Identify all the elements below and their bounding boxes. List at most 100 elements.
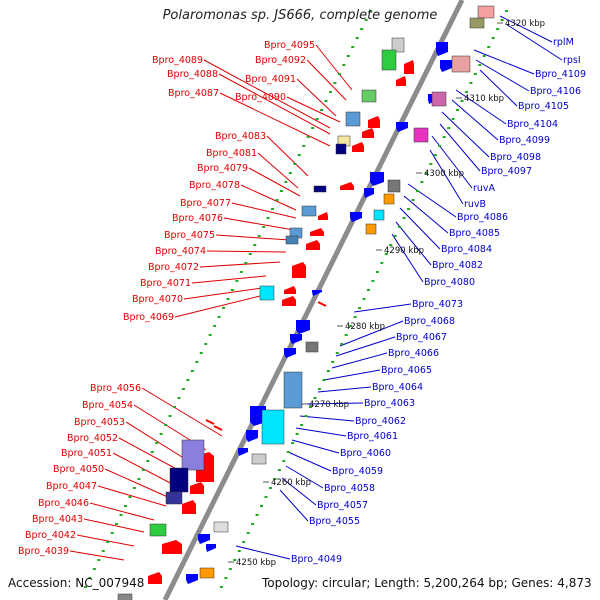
gene-box[interactable]: [373, 209, 385, 221]
gene-arrow[interactable]: [312, 290, 322, 296]
gene-box[interactable]: [149, 523, 167, 537]
gene-arrow[interactable]: [396, 122, 408, 132]
gene-label-left[interactable]: Bpro_4072: [148, 262, 199, 273]
gene-arrow[interactable]: [310, 228, 324, 236]
gene-arrow[interactable]: [148, 572, 162, 584]
gene-label-left[interactable]: Bpro_4071: [140, 278, 191, 289]
gene-label-left[interactable]: Bpro_4074: [155, 246, 206, 257]
gene-box[interactable]: [169, 467, 189, 493]
gene-label-left[interactable]: Bpro_4075: [164, 230, 215, 241]
gene-label-right[interactable]: rpsI: [563, 55, 581, 66]
gene-box[interactable]: [361, 89, 377, 103]
gene-label-right[interactable]: Bpro_4097: [481, 166, 532, 177]
gene-label-left[interactable]: Bpro_4039: [18, 546, 69, 557]
gene-arrow[interactable]: [238, 448, 248, 456]
gene-arrow[interactable]: [440, 60, 452, 72]
gene-label-right[interactable]: Bpro_4080: [424, 277, 475, 288]
gene-label-right[interactable]: Bpro_4049: [291, 554, 342, 565]
gene-label-right[interactable]: Bpro_4063: [364, 398, 415, 409]
gene-label-left[interactable]: Bpro_4042: [25, 530, 76, 541]
gene-box[interactable]: [213, 521, 229, 533]
gene-label-right[interactable]: Bpro_4106: [530, 86, 581, 97]
gene-label-right[interactable]: Bpro_4060: [340, 448, 391, 459]
gene-label-right[interactable]: Bpro_4099: [499, 135, 550, 146]
gene-label-right[interactable]: Bpro_4105: [518, 101, 569, 112]
gene-label-left[interactable]: Bpro_4079: [197, 163, 248, 174]
gene-label-right[interactable]: Bpro_4061: [347, 431, 398, 442]
gene-box[interactable]: [381, 49, 397, 71]
gene-arrow[interactable]: [340, 182, 354, 190]
gene-arrow[interactable]: [292, 262, 306, 278]
gene-label-right[interactable]: Bpro_4068: [404, 316, 455, 327]
gene-arrow[interactable]: [186, 574, 198, 584]
gene-box[interactable]: [117, 593, 133, 600]
gene-label-right[interactable]: Bpro_4086: [457, 212, 508, 223]
gene-box[interactable]: [391, 37, 405, 53]
gene-arrow[interactable]: [246, 430, 258, 442]
gene-label-right[interactable]: Bpro_4066: [388, 348, 439, 359]
gene-label-left[interactable]: Bpro_4087: [168, 88, 219, 99]
gene-label-left[interactable]: Bpro_4077: [180, 198, 231, 209]
gene-label-right[interactable]: Bpro_4059: [332, 466, 383, 477]
gene-arrow[interactable]: [306, 240, 320, 250]
gene-arrow[interactable]: [282, 296, 296, 306]
gene-box[interactable]: [313, 185, 327, 193]
gene-label-left[interactable]: Bpro_4076: [172, 213, 223, 224]
gene-arrow[interactable]: [404, 60, 414, 74]
gene-box[interactable]: [199, 567, 215, 579]
gene-label-right[interactable]: ruvA: [473, 183, 496, 194]
gene-arrow[interactable]: [362, 128, 374, 138]
gene-arrow[interactable]: [284, 348, 296, 358]
gene-box[interactable]: [431, 91, 447, 107]
gene-box[interactable]: [251, 453, 267, 465]
gene-label-left[interactable]: Bpro_4051: [61, 448, 112, 459]
gene-label-left[interactable]: Bpro_4081: [206, 148, 257, 159]
gene-label-right[interactable]: Bpro_4062: [355, 416, 406, 427]
gene-label-left[interactable]: Bpro_4089: [152, 55, 203, 66]
gene-box[interactable]: [335, 143, 347, 155]
gene-box[interactable]: [259, 285, 275, 301]
gene-label-right[interactable]: Bpro_4064: [372, 382, 423, 393]
gene-label-right[interactable]: Bpro_4073: [412, 299, 463, 310]
gene-box[interactable]: [305, 341, 319, 353]
gene-label-right[interactable]: Bpro_4055: [309, 516, 360, 527]
gene-box[interactable]: [383, 193, 395, 205]
gene-label-left[interactable]: Bpro_4069: [123, 312, 174, 323]
gene-label-left[interactable]: Bpro_4088: [167, 69, 218, 80]
gene-arrow[interactable]: [206, 544, 216, 552]
gene-arrow[interactable]: [198, 534, 210, 544]
gene-arrow[interactable]: [368, 116, 380, 128]
gene-label-left[interactable]: Bpro_4053: [74, 417, 125, 428]
gene-arrow[interactable]: [162, 540, 182, 554]
gene-label-right[interactable]: Bpro_4104: [507, 119, 558, 130]
gene-arrow[interactable]: [182, 500, 196, 514]
gene-arrow[interactable]: [318, 212, 328, 220]
gene-arrow[interactable]: [290, 334, 302, 344]
gene-label-left[interactable]: Bpro_4095: [264, 40, 315, 51]
gene-arrow[interactable]: [370, 172, 384, 186]
gene-label-left[interactable]: Bpro_4083: [215, 131, 266, 142]
gene-label-right[interactable]: Bpro_4057: [317, 500, 368, 511]
gene-label-right[interactable]: Bpro_4082: [432, 260, 483, 271]
gene-box[interactable]: [283, 371, 303, 409]
gene-label-left[interactable]: Bpro_4056: [90, 383, 141, 394]
gene-arrow[interactable]: [436, 42, 448, 56]
gene-box[interactable]: [301, 205, 317, 217]
gene-box[interactable]: [451, 55, 471, 73]
gene-box[interactable]: [477, 5, 495, 19]
gene-label-left[interactable]: Bpro_4090: [235, 92, 286, 103]
gene-box[interactable]: [469, 17, 485, 29]
gene-label-right[interactable]: Bpro_4058: [324, 483, 375, 494]
gene-label-right[interactable]: ruvB: [464, 199, 486, 210]
gene-box[interactable]: [365, 223, 377, 235]
gene-arrow[interactable]: [352, 142, 364, 152]
gene-label-right[interactable]: Bpro_4098: [490, 152, 541, 163]
gene-label-left[interactable]: Bpro_4043: [32, 514, 83, 525]
gene-arrow[interactable]: [296, 320, 310, 334]
gene-label-left[interactable]: Bpro_4052: [67, 433, 118, 444]
gene-box[interactable]: [345, 111, 361, 127]
gene-arrow[interactable]: [190, 482, 204, 494]
gene-arrow[interactable]: [396, 76, 406, 86]
gene-arrow[interactable]: [284, 286, 296, 294]
gene-arrow[interactable]: [350, 212, 362, 222]
